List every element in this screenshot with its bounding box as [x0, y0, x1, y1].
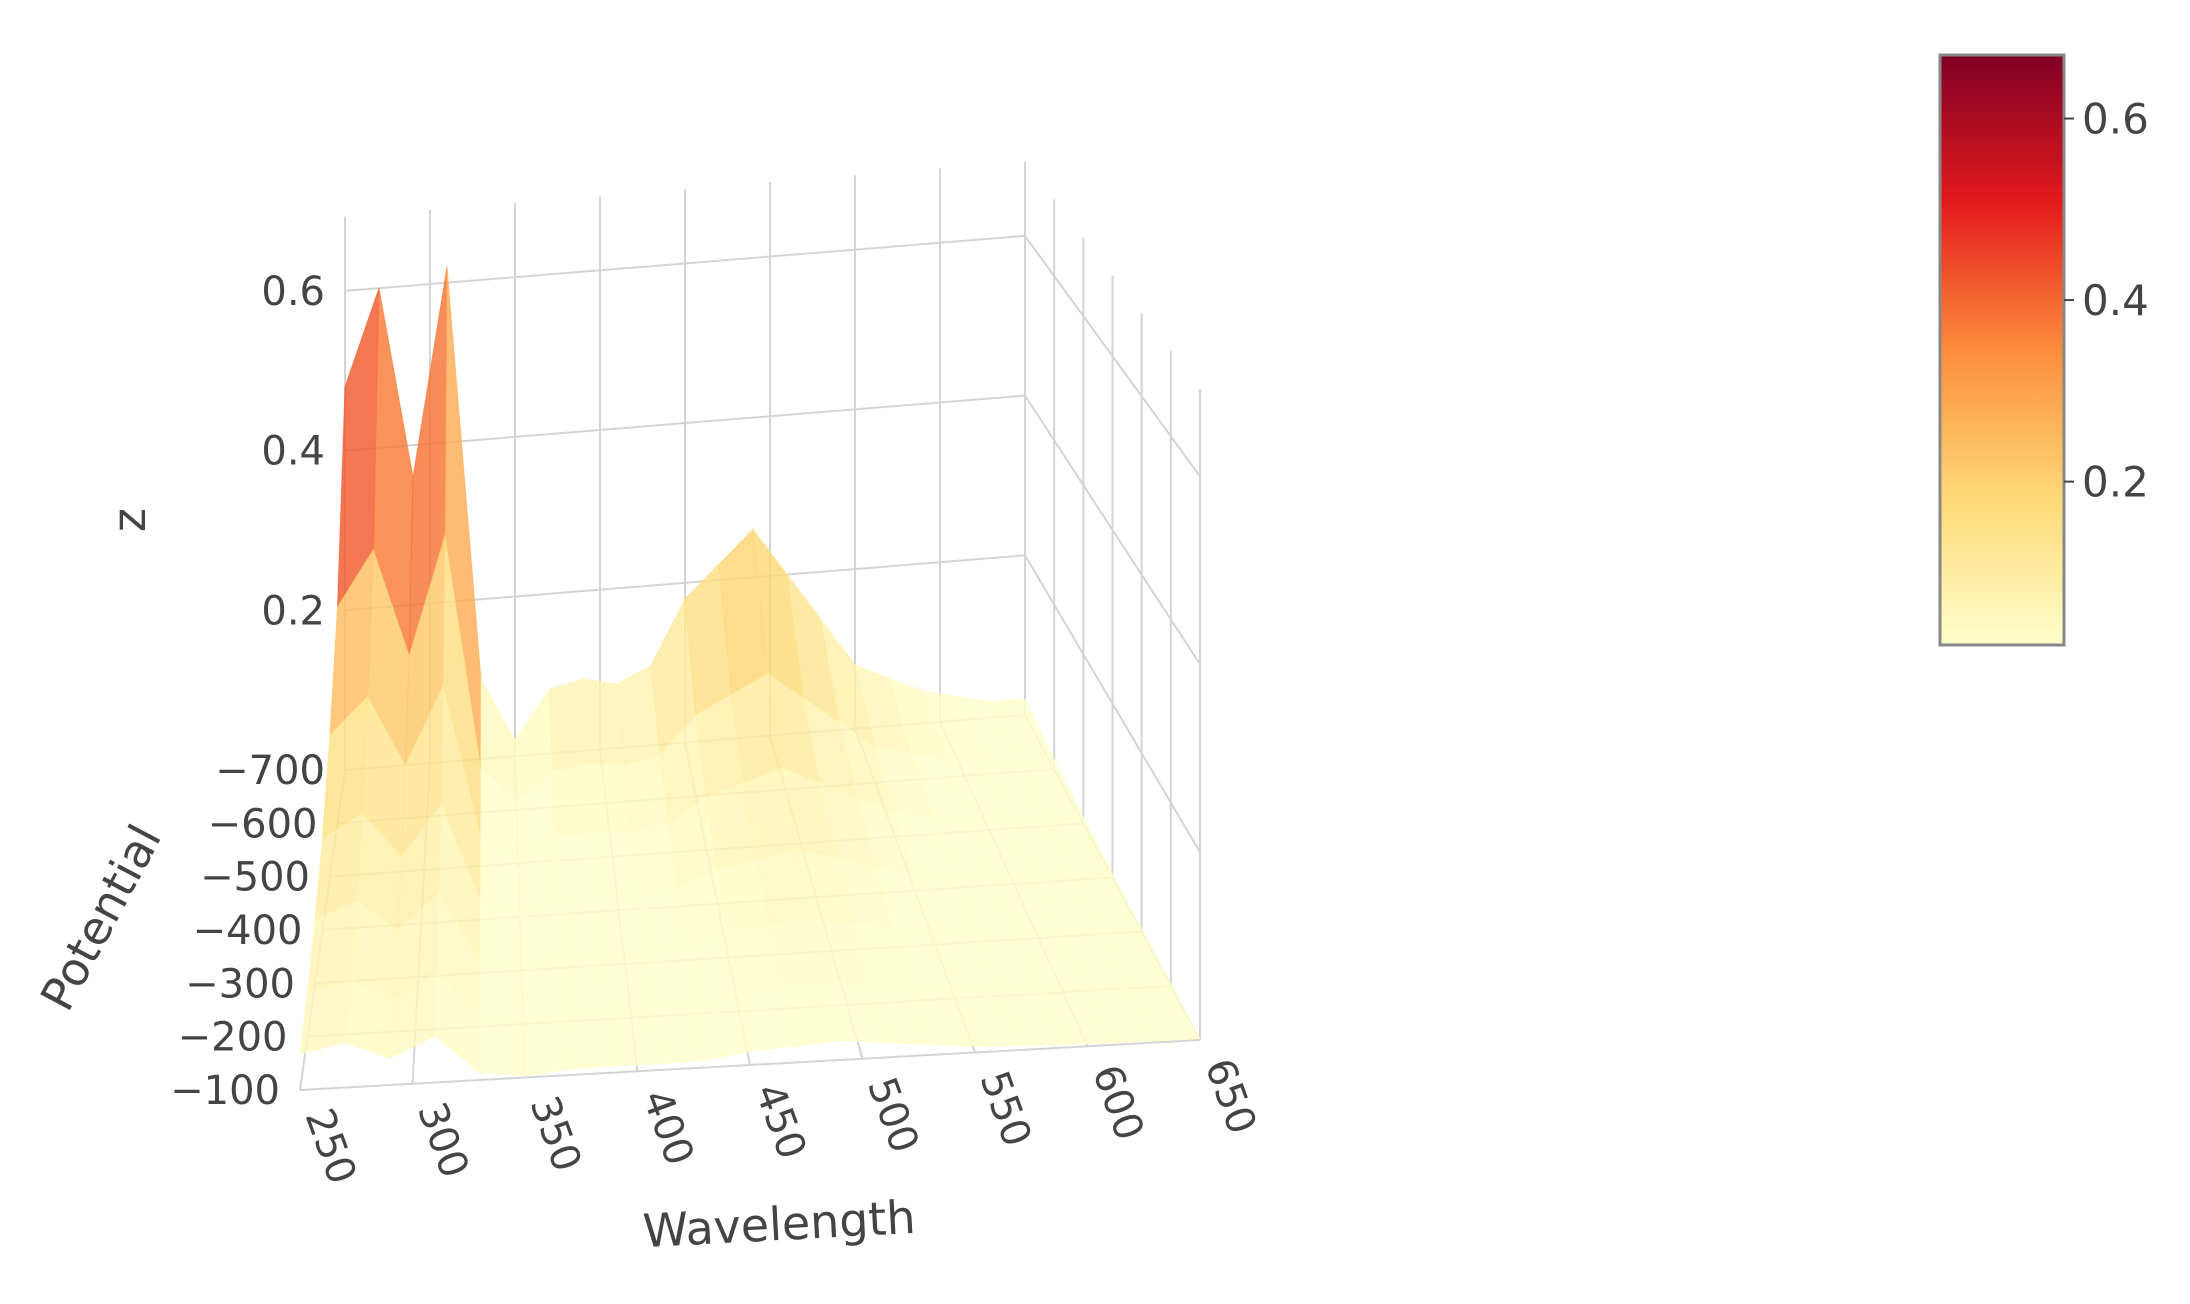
y-tick-label: −400: [193, 908, 303, 954]
y-tick-label: −500: [200, 855, 310, 901]
colorbar-ticks: 0.6 0.4 0.2: [2064, 95, 2149, 507]
grid-line: [344, 234, 1026, 292]
z-axis-title: z: [102, 508, 156, 532]
surface-patch: [522, 1013, 571, 1077]
surface-patch: [1126, 983, 1201, 1042]
colorbar-tick-label: 0.2: [2082, 458, 2149, 507]
grid-line: [1024, 554, 1201, 853]
y-tick-label: −200: [178, 1015, 288, 1061]
x-tick-label: 350: [521, 1090, 590, 1177]
x-axis-title: Wavelength: [641, 1190, 916, 1258]
x-tick-label: 650: [1196, 1053, 1265, 1140]
colorbar-tick-label: 0.4: [2082, 276, 2149, 325]
surface-patch: [562, 952, 611, 1015]
surface-patch: [521, 956, 568, 1023]
surface-patch: [548, 678, 589, 772]
x-tick-label: 500: [858, 1071, 927, 1158]
colorbar-tick-label: 0.6: [2082, 95, 2149, 144]
grid-line: [1024, 235, 1201, 477]
x-tick-label: 300: [408, 1096, 477, 1183]
z-tick-label: 0.6: [261, 269, 325, 315]
surface-patch: [609, 1008, 661, 1067]
grid-line: [299, 1039, 1201, 1091]
surface-patch: [565, 1010, 616, 1070]
surface-patch: [479, 1016, 526, 1077]
surface-patch: [551, 763, 595, 838]
x-tick-label: 400: [633, 1084, 702, 1171]
z-tick-label: 0.2: [261, 588, 325, 634]
y-tick-label: −600: [208, 801, 318, 847]
y-axis-ticks: −100 −200 −300 −400 −500 −600 −700: [170, 748, 325, 1114]
y-tick-label: −300: [185, 961, 295, 1007]
surface-patch: [593, 830, 640, 895]
x-tick-label: 250: [296, 1103, 365, 1190]
surface-patch: [479, 959, 524, 1023]
z-axis-ticks: 0 0.2 0.4 0.6: [261, 269, 325, 794]
y-tick-label: −700: [215, 748, 325, 794]
x-tick-label: 550: [971, 1065, 1040, 1152]
x-axis-ticks: 250 300 350 400 450 500 550 600 650: [296, 1053, 1265, 1190]
surface-patch: [598, 893, 647, 954]
surface-patch: [603, 951, 654, 1012]
z-tick-label: 0: [300, 748, 325, 794]
y-axis-title: Potential: [30, 816, 172, 1019]
surface: [299, 266, 1201, 1077]
grid-line: [1024, 395, 1201, 665]
x-tick-label: 600: [1083, 1059, 1152, 1146]
surface-patch: [306, 899, 357, 994]
colorbar: [1938, 53, 2066, 647]
z-tick-label: 0.4: [261, 429, 325, 475]
surface-patch: [558, 893, 605, 958]
surface-patch: [555, 830, 600, 900]
x-tick-label: 450: [746, 1078, 815, 1165]
y-tick-label: −100: [170, 1068, 280, 1114]
